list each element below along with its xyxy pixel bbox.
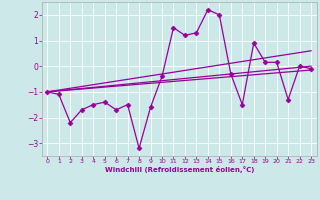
X-axis label: Windchill (Refroidissement éolien,°C): Windchill (Refroidissement éolien,°C): [105, 166, 254, 173]
